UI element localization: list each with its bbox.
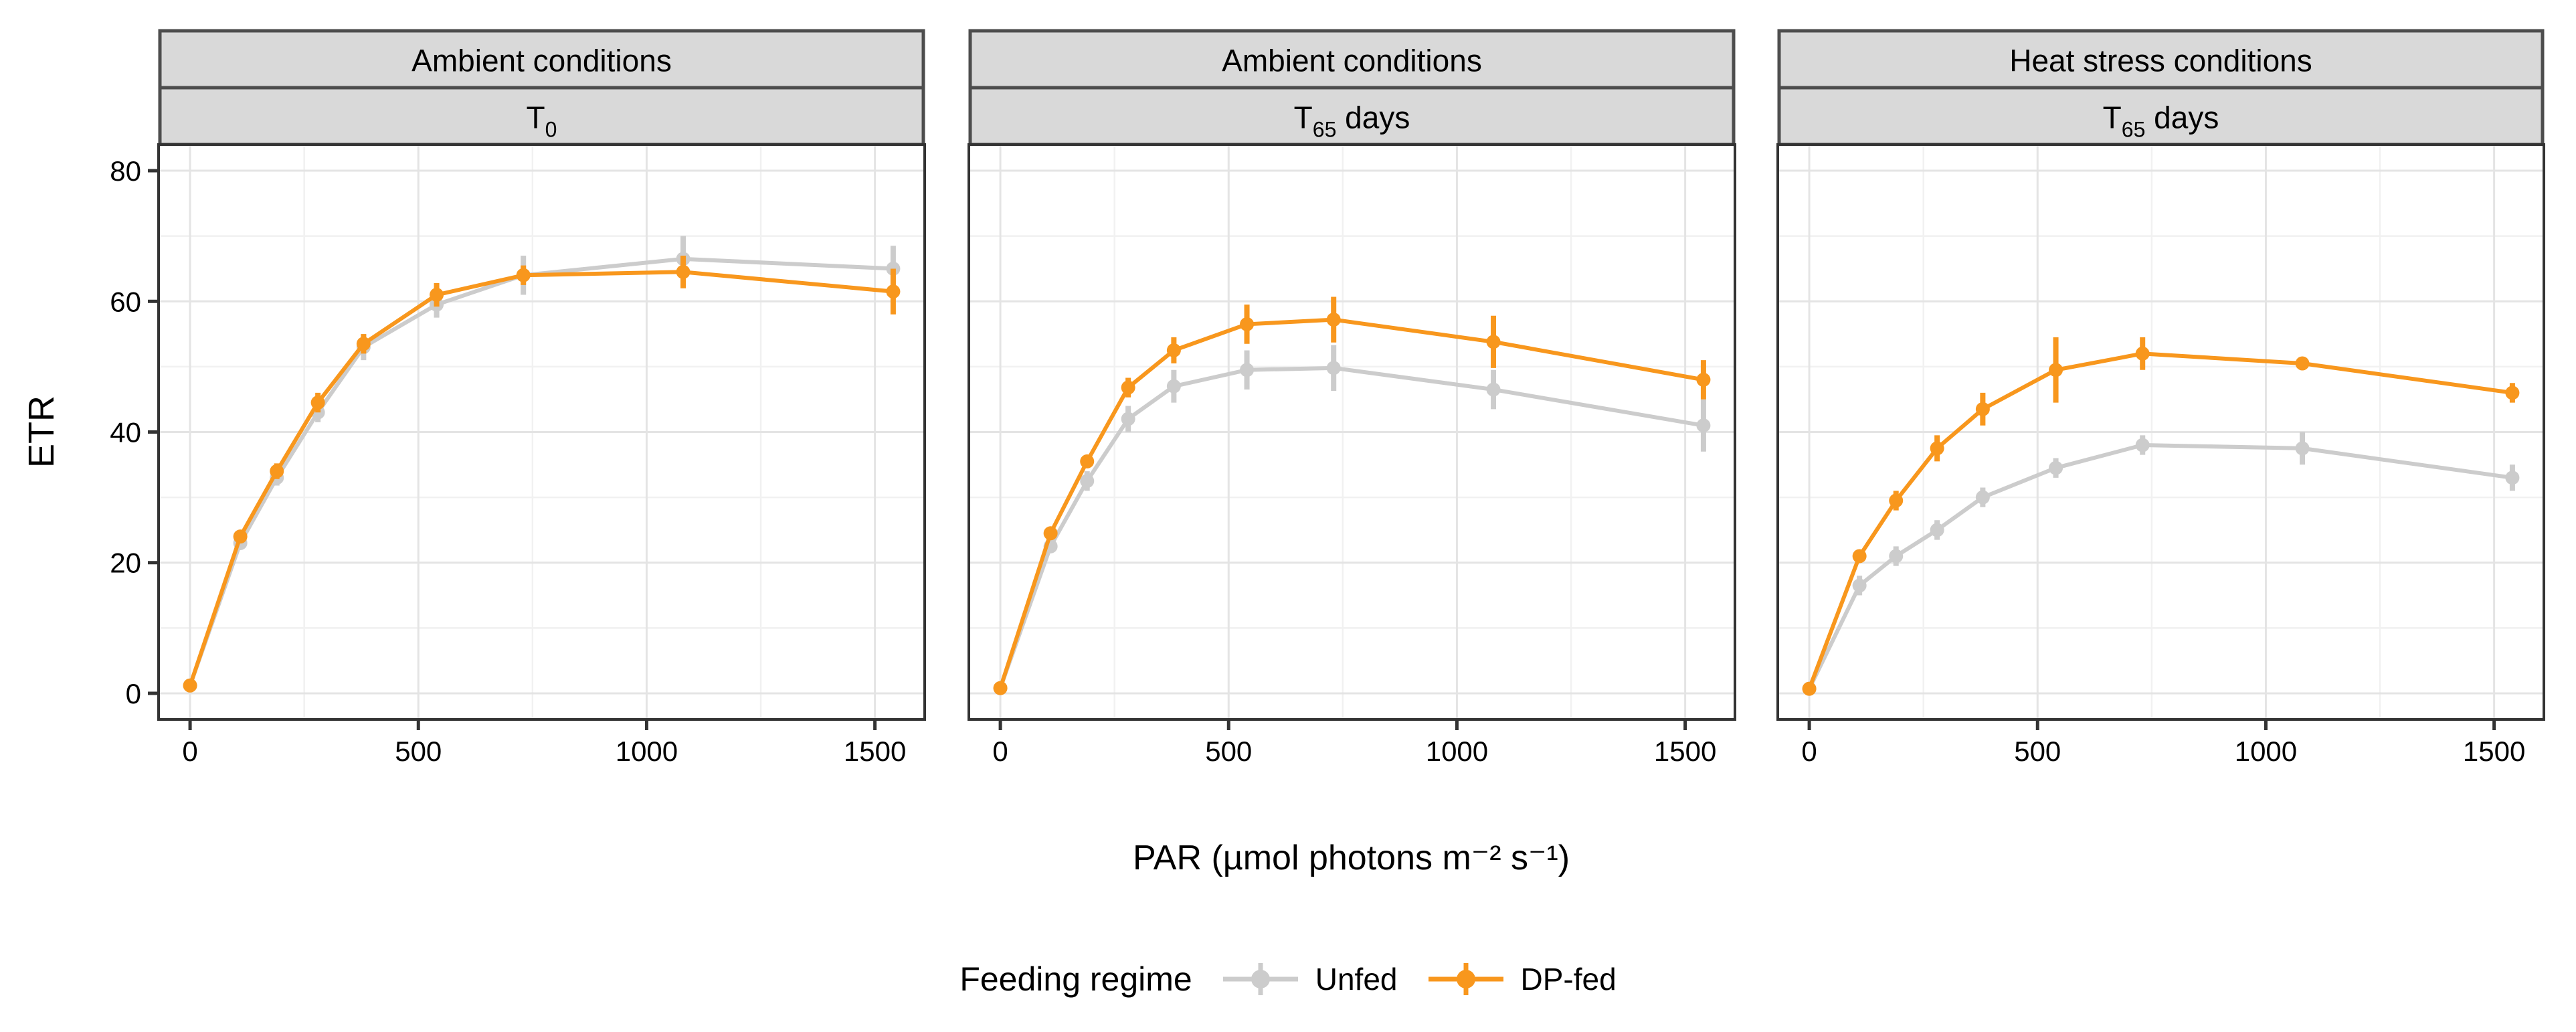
data-point [1326,361,1341,375]
strip-time-label: T65 days [2103,100,2219,142]
x-tick-label: 500 [1205,736,1252,767]
data-point [1043,526,1058,541]
x-tick-label: 0 [182,736,197,767]
panel-border [968,143,1736,721]
data-point [1240,363,1255,377]
data-point [2135,346,2150,361]
data-point [1975,490,1990,505]
data-point [676,264,691,279]
data-point [1852,578,1867,593]
facet-2: Heat stress conditions T65 days 0 500 1000 15… [1776,29,2545,767]
data-point [886,284,901,299]
y-tick-label: 80 [110,155,141,187]
data-point [2295,441,2310,456]
data-point [1080,454,1095,468]
series-unfed [993,345,1711,695]
data-point [993,681,1008,695]
data-point [1930,523,1944,537]
legend-entry-dpfed: DP-fed [1428,949,1617,1009]
legend-title: Feeding regime [959,960,1192,998]
x-tick-label: 0 [992,736,1008,767]
x-tick-label: 0 [1801,736,1817,767]
strip-condition-label: Ambient conditions [411,44,672,78]
data-point [270,464,284,479]
y-tick-label: 0 [126,678,141,709]
x-tick-label: 1000 [616,736,678,767]
data-point [430,288,444,303]
legend-label-unfed: Unfed [1315,962,1398,997]
data-point [2049,460,2063,475]
strip-condition [1777,29,2545,90]
data-point [1486,382,1501,397]
strip-condition-label: Ambient conditions [1222,44,1482,78]
x-tick-label: 1500 [2463,736,2525,767]
panel-border [1776,143,2545,721]
x-tick-label: 500 [2014,736,2061,767]
dpfed-point-line-key-icon [1428,949,1503,1009]
data-point [2505,470,2520,485]
data-point [1080,474,1095,489]
data-point [1240,317,1255,331]
unfed-point-line-key-icon [1222,949,1298,1009]
y-tick-label: 60 [110,286,141,317]
facet-1: Ambient conditions T65 days 0 500 1000 1500 [968,29,1736,767]
strip-time [158,86,925,147]
x-tick-label: 1500 [844,736,906,767]
data-point [2505,385,2520,400]
data-point [183,678,197,693]
data-point [1889,493,1904,508]
series-unfed [1802,432,2520,696]
x-tick-label: 1000 [2235,736,2297,767]
data-point [1121,380,1135,395]
data-point [2135,438,2150,452]
data-point [1889,549,1904,564]
data-point [1166,379,1181,394]
data-point [516,268,531,282]
facet-0: Ambient conditions T0 0 500 1000 1500 [157,29,926,767]
y-tick-label: 20 [110,547,141,579]
strip-condition [968,29,1736,90]
x-axis-title: PAR (µmol photons m⁻² s⁻¹) [1132,839,1570,877]
data-point [1326,313,1341,327]
data-point [233,529,248,544]
data-point [2295,356,2310,371]
data-point [1696,372,1711,387]
strip-condition [158,29,925,90]
x-tick-label: 1000 [1426,736,1488,767]
data-point [1121,412,1135,426]
data-point [2049,363,2063,377]
data-point [310,396,325,410]
y-tick-label: 40 [110,417,141,448]
x-tick-label: 500 [395,736,442,767]
legend: Feeding regime Unfed DP-fed [0,942,2576,1016]
legend-entry-unfed: Unfed [1222,949,1398,1009]
y-axis-title: ETR [21,396,62,468]
series-dp-fed [993,296,1711,695]
series-dp-fed [1802,337,2520,696]
data-point [356,337,371,351]
strip-time-label: T0 [527,100,557,142]
key-dot [1456,970,1475,988]
strip-time [968,86,1736,147]
legend-label-dpfed: DP-fed [1520,962,1617,997]
x-tick-label: 1500 [1654,736,1716,767]
data-point [1166,343,1181,357]
series-dp-fed [183,255,901,693]
data-point [1802,681,1817,696]
data-point [1930,441,1944,456]
strip-time-label: T65 days [1294,100,1410,142]
data-point [1975,402,1990,416]
key-dot [1251,970,1270,988]
data-point [1696,418,1711,433]
data-point [1486,335,1501,349]
data-point [1852,549,1867,564]
strip-condition-label: Heat stress conditions [2009,44,2312,78]
